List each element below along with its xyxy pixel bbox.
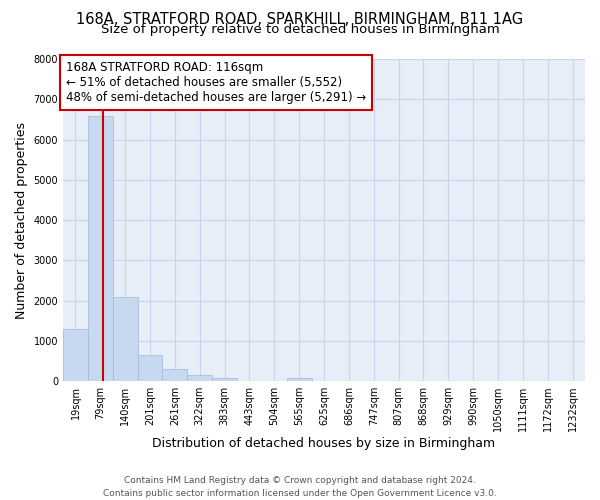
Text: 168A, STRATFORD ROAD, SPARKHILL, BIRMINGHAM, B11 1AG: 168A, STRATFORD ROAD, SPARKHILL, BIRMING… [76, 12, 524, 28]
Bar [63, 328, 88, 381]
Text: 168A STRATFORD ROAD: 116sqm
← 51% of detached houses are smaller (5,552)
48% of : 168A STRATFORD ROAD: 116sqm ← 51% of det… [65, 60, 366, 104]
Bar [113, 298, 137, 381]
Text: Size of property relative to detached houses in Birmingham: Size of property relative to detached ho… [101, 22, 499, 36]
Bar [137, 355, 163, 381]
Bar [287, 378, 311, 381]
X-axis label: Distribution of detached houses by size in Birmingham: Distribution of detached houses by size … [152, 437, 496, 450]
Text: Contains HM Land Registry data © Crown copyright and database right 2024.
Contai: Contains HM Land Registry data © Crown c… [103, 476, 497, 498]
Bar [88, 116, 113, 381]
Y-axis label: Number of detached properties: Number of detached properties [15, 122, 28, 318]
Bar [212, 378, 237, 381]
Bar [187, 376, 212, 381]
Bar [163, 369, 187, 381]
